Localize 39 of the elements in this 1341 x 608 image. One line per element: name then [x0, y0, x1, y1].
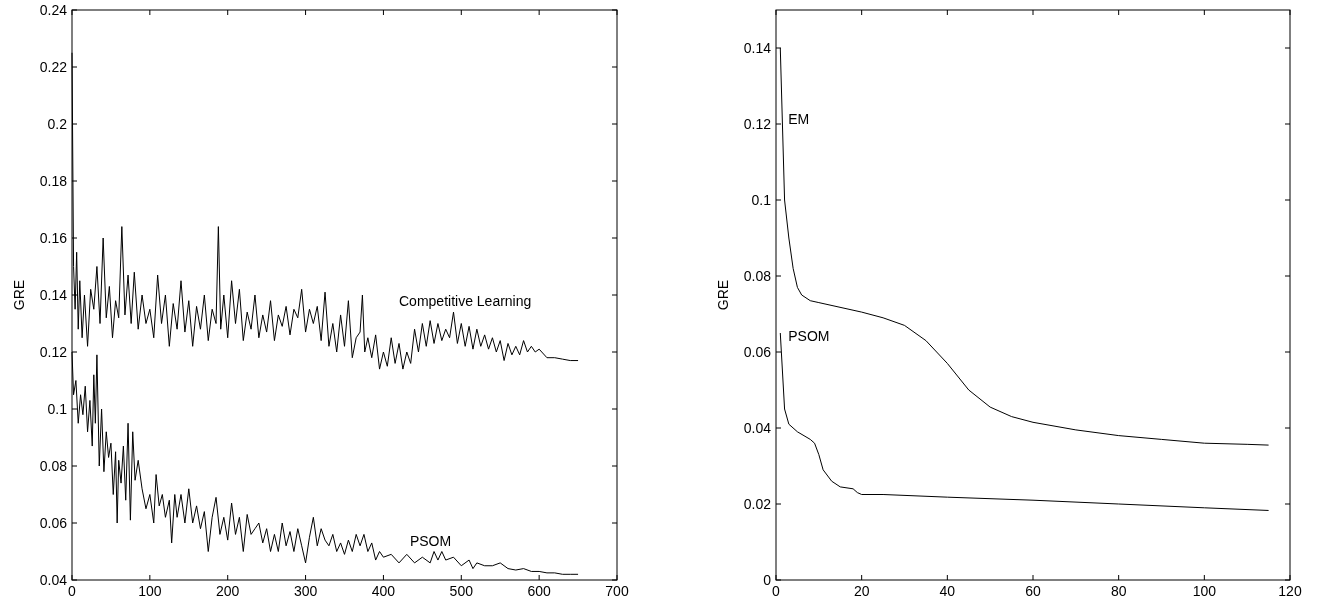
x-tick-label: 120: [1278, 583, 1302, 599]
y-tick-label: 0.04: [743, 419, 772, 436]
x-tick-label: 400: [371, 583, 396, 599]
series-label: Competitive Learning: [399, 293, 532, 310]
x-tick-label: 40: [939, 583, 956, 599]
y-tick-label: 0.1: [751, 191, 772, 208]
y-tick-label: 0.14: [743, 39, 772, 56]
y-tick-label: 0.22: [39, 58, 68, 75]
y-tick-label: 0.1: [47, 400, 68, 417]
x-tick-label: 200: [216, 583, 240, 599]
x-tick-label: 20: [853, 583, 870, 599]
y-tick-label: 0: [763, 571, 772, 588]
x-tick-label: 60: [1025, 583, 1041, 599]
y-tick-label: 0.08: [743, 267, 772, 284]
y-tick-label: 0.12: [743, 115, 772, 132]
x-tick-label: 100: [138, 583, 162, 599]
y-tick-label: 0.04: [39, 571, 68, 588]
y-tick-label: 0.08: [39, 457, 68, 474]
y-axis-title: GRE: [715, 279, 731, 311]
x-tick-label: 300: [293, 583, 318, 599]
y-tick-label: 0.12: [39, 343, 68, 360]
y-tick-label: 0.18: [39, 172, 68, 189]
y-axis-title: GRE: [11, 279, 27, 311]
series-label: EM: [788, 111, 810, 127]
series-label: PSOM: [788, 327, 830, 344]
y-tick-label: 0.16: [39, 229, 68, 246]
x-tick-label: 500: [449, 583, 474, 599]
y-tick-label: 0.06: [743, 343, 772, 360]
line-series: [779, 332, 1270, 511]
y-tick-label: 0.06: [39, 514, 68, 531]
series-label: PSOM: [409, 532, 452, 549]
x-tick-label: 100: [1192, 583, 1217, 599]
x-tick-label: 80: [1110, 583, 1127, 599]
x-tick-label: 600: [527, 583, 552, 599]
y-tick-label: 0.02: [743, 495, 772, 512]
y-tick-label: 0.2: [47, 115, 68, 132]
y-tick-label: 0.14: [39, 286, 68, 303]
y-tick-label: 0.24: [39, 1, 68, 18]
x-tick-label: 700: [605, 583, 629, 599]
